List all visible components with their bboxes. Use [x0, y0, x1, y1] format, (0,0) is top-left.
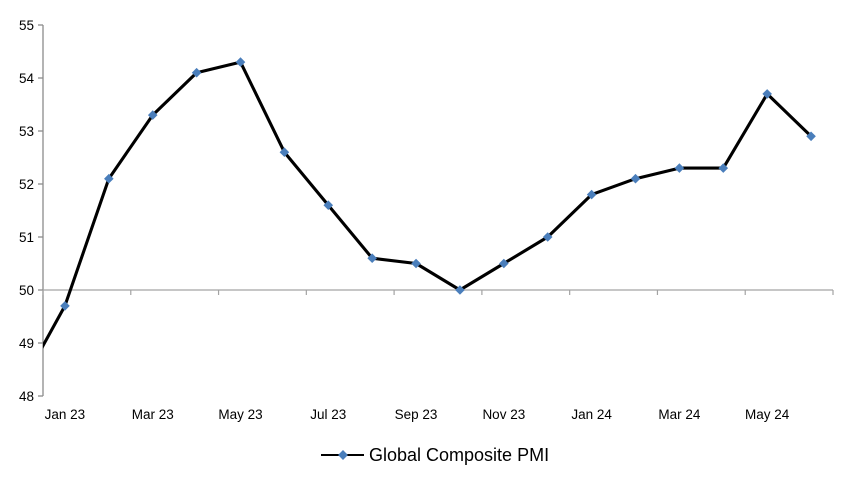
- data-point-marker: [718, 163, 729, 173]
- data-point-marker: [323, 200, 334, 210]
- legend: Global Composite PMI: [321, 443, 549, 467]
- y-tick-label: 49: [19, 336, 34, 351]
- y-tick-label: 51: [19, 230, 34, 245]
- y-tick-label: 52: [19, 177, 34, 192]
- pmi-series-line: [43, 60, 813, 349]
- x-tick-label: Jul 23: [310, 407, 346, 422]
- data-point-marker: [367, 253, 377, 263]
- data-point-marker: [674, 163, 685, 173]
- x-tick-label: Mar 24: [658, 407, 701, 422]
- data-point-marker: [60, 301, 70, 311]
- x-tick-label: Jan 23: [45, 407, 86, 422]
- y-tick-label: 53: [19, 124, 34, 139]
- data-point-marker: [147, 110, 158, 120]
- x-tick-label: Nov 23: [482, 407, 525, 422]
- data-point-marker: [762, 89, 772, 99]
- data-point-marker: [191, 67, 202, 78]
- x-tick-label: May 23: [218, 407, 262, 422]
- y-tick-label: 50: [19, 283, 34, 298]
- y-tick-label: 48: [19, 389, 34, 404]
- legend-marker-diamond-icon: [337, 450, 348, 460]
- data-point-marker: [630, 173, 641, 184]
- data-point-marker: [235, 57, 246, 67]
- data-point-marker: [499, 258, 509, 269]
- y-tick-label: 55: [19, 18, 34, 33]
- data-point-marker: [542, 232, 553, 242]
- legend-series-label: Global Composite PMI: [369, 444, 550, 465]
- legend-line-sample: [321, 450, 364, 460]
- x-tick-label: May 24: [745, 407, 790, 422]
- data-point-marker: [455, 285, 465, 295]
- data-point-marker: [806, 131, 816, 142]
- x-tick-label: Jan 24: [571, 407, 612, 422]
- x-tick-label: Sep 23: [395, 407, 438, 422]
- data-point-marker: [586, 189, 597, 200]
- data-point-marker: [104, 173, 114, 184]
- y-tick-label: 54: [19, 71, 35, 86]
- x-tick-label: Mar 23: [132, 407, 174, 422]
- data-point-marker: [411, 258, 421, 269]
- data-point-marker: [279, 147, 290, 157]
